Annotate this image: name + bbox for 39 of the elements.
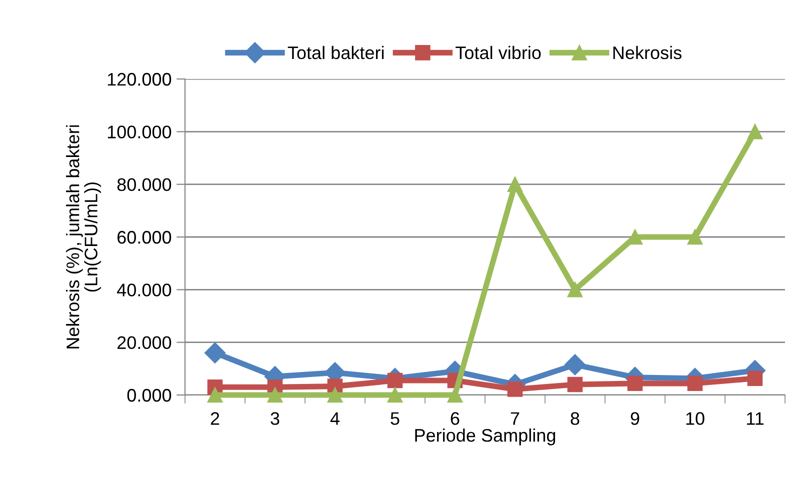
y-tick-label: 120.000: [108, 72, 172, 86]
x-tick-label: 7: [510, 412, 520, 425]
point: [387, 372, 403, 388]
point: [387, 387, 403, 403]
y-tick-label: 20.000: [117, 336, 172, 350]
point: [204, 342, 226, 364]
y-tick-label: 100.000: [108, 126, 172, 138]
y-tick-label: 40.000: [117, 284, 172, 296]
point: [687, 376, 703, 392]
x-tick-label: 2: [210, 412, 220, 425]
point: [567, 376, 583, 392]
x-tick-label: 3: [270, 412, 280, 425]
y-tick-label: 0.000: [127, 388, 172, 402]
point: [327, 387, 343, 403]
y-tick-label: 60.000: [118, 230, 172, 244]
point: [627, 376, 643, 392]
x-tick-label: 9: [630, 412, 640, 425]
x-axis-title: Periode Sampling: [415, 428, 556, 446]
x-tick-label: 6: [450, 412, 460, 425]
legend-label: Total bakteri: [288, 46, 384, 60]
y-tick-label: 80.000: [117, 178, 172, 192]
point: [567, 282, 583, 298]
legend-label: Total vibrio: [456, 46, 541, 60]
point: [507, 382, 523, 397]
x-tick-label: 4: [330, 412, 340, 425]
point: [507, 176, 523, 192]
x-tick-label: 8: [570, 412, 580, 425]
point: [747, 370, 763, 386]
x-tick-label: 11: [747, 412, 764, 425]
point: [207, 387, 223, 403]
point: [687, 229, 703, 245]
point: [267, 387, 283, 403]
point: [447, 387, 463, 403]
x-tick-label: 10: [686, 412, 704, 425]
legend-label: Nekrosis: [613, 46, 682, 60]
x-tick-label: 5: [390, 412, 400, 425]
point: [564, 354, 586, 376]
point: [747, 124, 763, 140]
y-axis-title: Nekrosis (%), jumlah bakteri (Ln(CFU/mL)): [66, 125, 101, 348]
